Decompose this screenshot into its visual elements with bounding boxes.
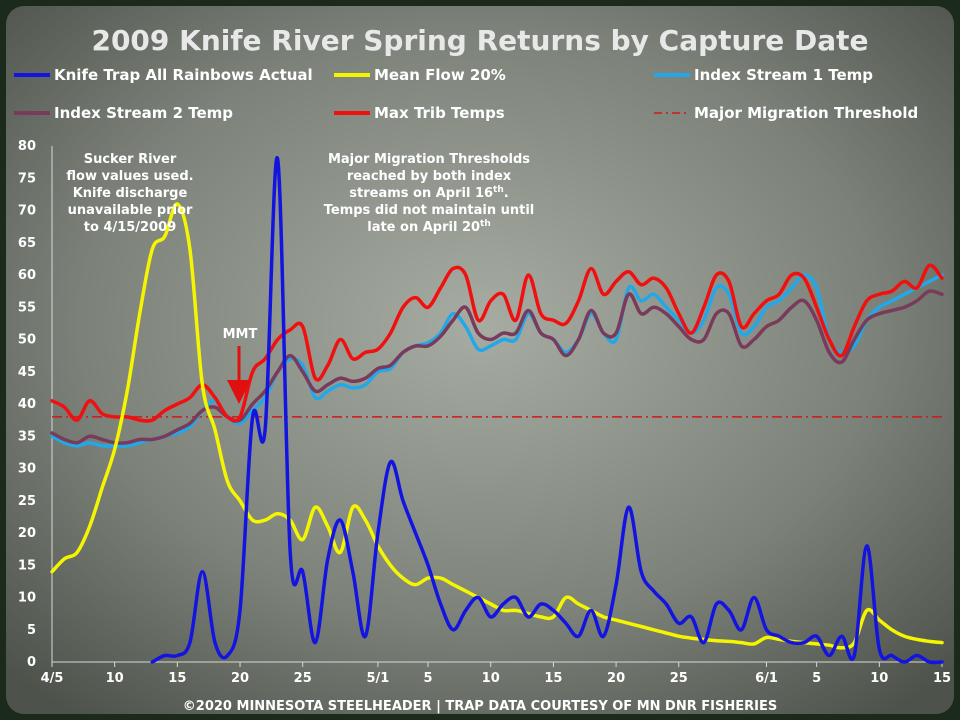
x-tick-label: 10	[870, 671, 888, 686]
legend: Knife Trap All Rainbows Actual Mean Flow …	[14, 66, 918, 122]
chart-title: 2009 Knife River Spring Returns by Captu…	[91, 24, 868, 57]
annotation-mid-text: late on April 20	[367, 220, 480, 235]
annotation-mid-sup: th	[480, 219, 491, 229]
y-tick-label: 75	[18, 171, 36, 186]
x-tick-label: 10	[106, 671, 124, 686]
series-layer	[50, 156, 944, 665]
mmt-callout: MMT	[223, 327, 258, 404]
x-tick-label: 20	[607, 671, 625, 686]
y-tick-label: 35	[18, 429, 36, 444]
y-tick-label: 60	[18, 268, 36, 283]
annotation-mid-sup: th	[493, 185, 504, 195]
annotation-mid-line: reached by both index	[347, 169, 512, 184]
x-tick-label: 25	[294, 671, 312, 686]
annotation-mid-text: streams on April 16	[349, 186, 493, 201]
legend-label: Index Stream 2 Temp	[54, 104, 233, 122]
x-tick-label: 5	[812, 671, 821, 686]
x-tick-label: 5	[424, 671, 433, 686]
legend-label: Mean Flow 20%	[374, 66, 506, 84]
annotation-mid-line: Temps did not maintain until	[324, 203, 534, 218]
x-tick-label: 5/1	[366, 671, 389, 686]
annotation-mid-text: .	[504, 186, 509, 201]
x-tick-label: 15	[544, 671, 562, 686]
series-knife-trap	[150, 156, 944, 665]
y-tick-label: 10	[18, 591, 36, 606]
annotation-mid-line: Major Migration Thresholds	[328, 152, 530, 167]
y-tick-label: 55	[18, 300, 36, 315]
mmt-label: MMT	[223, 327, 258, 342]
legend-label: Index Stream 1 Temp	[694, 66, 873, 84]
plot-background	[6, 6, 954, 714]
annotation-left-line: to 4/15/2009	[84, 220, 177, 235]
x-tick-label: 15	[933, 671, 951, 686]
x-tick-label: 20	[231, 671, 249, 686]
y-tick-label: 5	[27, 623, 36, 638]
legend-label: Major Migration Threshold	[694, 104, 918, 122]
annotation-left-line: unavailable prior	[68, 203, 193, 218]
y-tick-label: 0	[27, 655, 36, 670]
annotation-left: Sucker River flow values used. Knife dis…	[66, 152, 193, 235]
footer-credit: ©2020 MINNESOTA STEELHEADER | TRAP DATA …	[183, 699, 777, 714]
annotation-mid-line: streams on April 16th.	[349, 185, 508, 201]
y-tick-label: 70	[18, 204, 36, 219]
y-tick-label: 40	[18, 397, 36, 412]
y-tick-label: 25	[18, 494, 36, 509]
x-tick-label: 4/5	[41, 671, 64, 686]
legend-label: Knife Trap All Rainbows Actual	[54, 66, 313, 84]
x-tick-label: 6/1	[755, 671, 778, 686]
annotation-left-line: Knife discharge	[73, 186, 188, 201]
x-tick-label: 10	[482, 671, 500, 686]
series-index-stream-2	[50, 289, 944, 445]
y-tick-label: 30	[18, 462, 36, 477]
x-tick-label: 15	[168, 671, 186, 686]
annotation-mid: Major Migration Thresholds reached by bo…	[324, 152, 534, 235]
x-tick-label: 25	[670, 671, 688, 686]
annotation-left-line: Sucker River	[84, 152, 177, 167]
y-tick-label: 15	[18, 558, 36, 573]
annotation-mid-line: late on April 20th	[367, 219, 491, 235]
annotation-left-line: flow values used.	[66, 169, 193, 184]
legend-label: Max Trib Temps	[374, 104, 505, 122]
y-tick-label: 80	[18, 139, 36, 154]
y-tick-label: 20	[18, 526, 36, 541]
y-tick-label: 45	[18, 365, 36, 380]
y-tick-label: 50	[18, 333, 36, 348]
y-tick-label: 65	[18, 236, 36, 251]
